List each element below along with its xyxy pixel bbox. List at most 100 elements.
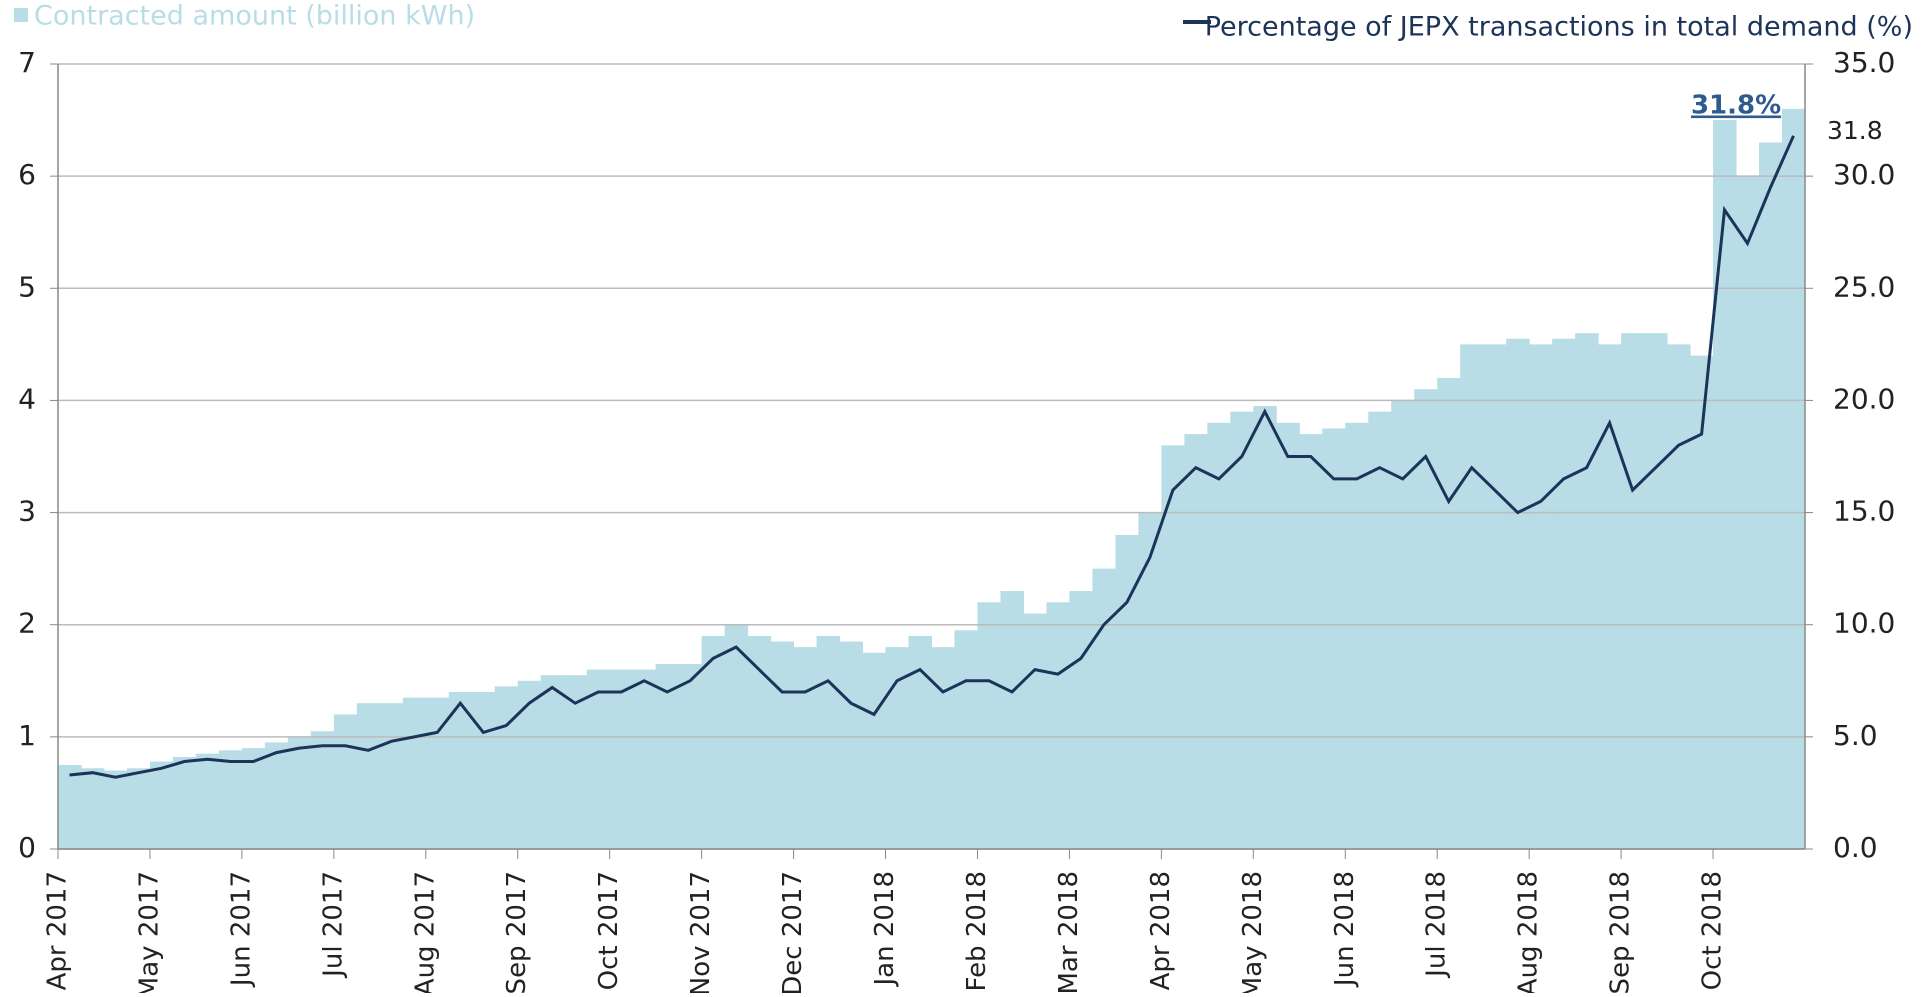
bar — [563, 675, 588, 849]
x-tick-label: Jul 2017 — [318, 871, 348, 979]
y-tick-label: 6 — [18, 158, 36, 191]
bar — [908, 635, 932, 849]
x-tick-label: Apr 2017 — [43, 871, 73, 990]
x-tick-label: Jun 2017 — [226, 871, 256, 988]
bar — [218, 750, 243, 849]
bar — [1368, 411, 1392, 849]
x-tick-label: Nov 2017 — [686, 871, 716, 993]
bar — [58, 764, 82, 849]
bar — [954, 630, 978, 849]
y-tick-label: 7 — [18, 46, 36, 79]
data-label: 31.8 — [1827, 116, 1883, 145]
y-tick-label: 0 — [18, 831, 36, 864]
bar — [747, 635, 772, 849]
y-tick-label: 3 — [18, 495, 36, 528]
bar — [448, 692, 473, 849]
bar — [333, 714, 358, 849]
bar — [241, 748, 266, 849]
y2-tick-label: 30.0 — [1833, 158, 1895, 191]
bar — [1069, 591, 1093, 849]
bar — [1184, 434, 1208, 849]
bar — [1529, 344, 1553, 849]
x-tick-label: Mar 2018 — [1054, 871, 1084, 993]
bar — [1322, 428, 1346, 849]
bar — [1276, 422, 1300, 849]
line — [69, 135, 1795, 779]
bar — [701, 635, 726, 849]
bar — [1690, 355, 1714, 849]
x-tick-label: Jan 2018 — [870, 871, 900, 988]
bar — [586, 669, 611, 849]
bar — [517, 680, 542, 849]
bar — [126, 768, 151, 849]
bar — [103, 770, 128, 849]
bar — [1667, 344, 1691, 849]
bar — [1230, 411, 1254, 849]
y2-tick-label: 35.0 — [1833, 46, 1895, 79]
legend-label: Percentage of JEPX transactions in total… — [1205, 12, 1913, 43]
y-tick-label: 4 — [18, 382, 36, 415]
bar — [1552, 338, 1576, 849]
x-tick-label: May 2017 — [134, 871, 164, 993]
x-tick-label: Jul 2018 — [1422, 871, 1452, 979]
x-tick-label: Jun 2018 — [1330, 871, 1360, 988]
bar — [1046, 602, 1070, 849]
bar — [1253, 406, 1277, 849]
bar — [1092, 568, 1116, 849]
bar — [1138, 512, 1162, 849]
bar — [1460, 344, 1484, 849]
bar — [540, 675, 565, 849]
bar — [287, 736, 312, 849]
x-tick-label: Feb 2018 — [962, 871, 992, 991]
bar — [1023, 613, 1047, 849]
bar — [977, 602, 1001, 849]
x-tick-label: Apr 2018 — [1146, 871, 1176, 990]
annotation: 31.8% — [1691, 91, 1781, 121]
bar — [839, 641, 864, 849]
y-tick-label: 2 — [18, 607, 36, 640]
bar — [1644, 333, 1668, 850]
bar — [1207, 422, 1231, 849]
x-tick-label: Dec 2017 — [778, 871, 808, 993]
legend-swatch — [14, 8, 28, 22]
bar — [816, 635, 841, 849]
bar — [172, 757, 197, 849]
bar — [264, 742, 289, 849]
bar — [1414, 389, 1438, 849]
y-tick-label: 5 — [18, 270, 36, 303]
bar — [1299, 434, 1323, 849]
bar — [1575, 333, 1599, 850]
bar — [471, 692, 496, 849]
bar — [931, 647, 955, 849]
y2-tick-label: 15.0 — [1833, 495, 1895, 528]
bar — [609, 669, 634, 849]
bar — [1483, 344, 1507, 849]
bar — [1598, 344, 1622, 849]
x-tick-label: Oct 2017 — [594, 871, 624, 990]
x-tick-label: Aug 2017 — [410, 871, 440, 993]
bar — [1621, 333, 1645, 850]
y2-tick-label: 5.0 — [1833, 719, 1878, 752]
bar — [80, 768, 105, 849]
bar — [1759, 142, 1783, 849]
bar — [1506, 338, 1530, 849]
bar — [1345, 422, 1369, 849]
y-tick-label: 1 — [18, 719, 36, 752]
bar — [1437, 378, 1461, 849]
bar — [770, 641, 795, 849]
x-tick-label: Oct 2018 — [1698, 871, 1728, 990]
bar — [195, 753, 220, 849]
x-tick-label: Sep 2017 — [502, 871, 532, 993]
bar — [310, 731, 335, 849]
y2-tick-label: 10.0 — [1833, 607, 1895, 640]
bar — [402, 697, 427, 849]
x-tick-label: May 2018 — [1238, 871, 1268, 993]
bar — [632, 669, 657, 849]
legend-label: Contracted amount (billion kWh) — [34, 1, 475, 32]
bar — [1000, 591, 1024, 849]
y2-tick-label: 25.0 — [1833, 270, 1895, 303]
bar — [379, 703, 404, 849]
bar — [885, 647, 910, 849]
y2-tick-label: 0.0 — [1833, 831, 1878, 864]
x-tick-label: Sep 2018 — [1606, 871, 1636, 993]
